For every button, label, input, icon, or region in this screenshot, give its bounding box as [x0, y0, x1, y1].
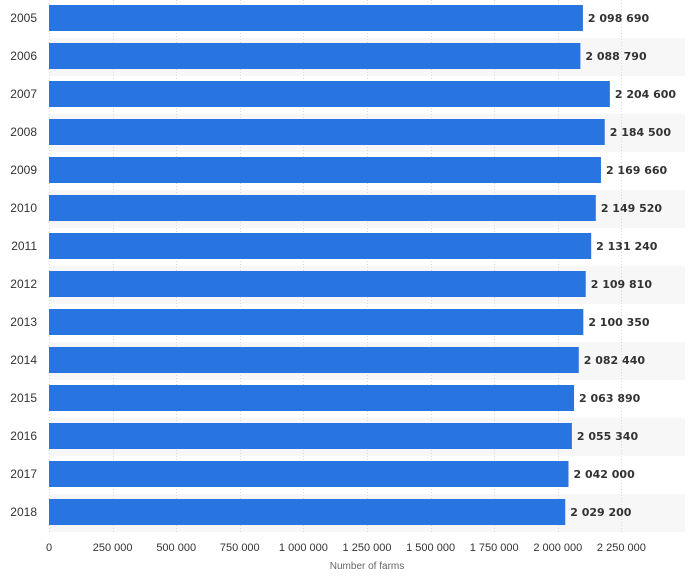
x-tick-label: 1 750 000	[470, 542, 519, 554]
category-label: 2008	[10, 125, 37, 139]
value-labels: 2 098 690 2 088 790 2 204 600 2 184 500 2 16…	[570, 12, 676, 519]
category-label: 2010	[10, 201, 37, 215]
data-label: 2 098 690	[588, 12, 650, 25]
category-label: 2017	[10, 467, 37, 481]
data-label: 2 055 340	[577, 430, 639, 443]
data-label: 2 149 520	[601, 202, 663, 215]
category-label: 2012	[10, 277, 37, 291]
x-tick-label: 1 500 000	[406, 542, 455, 554]
data-label: 2 169 660	[606, 164, 668, 177]
data-label: 2 088 790	[585, 50, 647, 63]
data-label: 2 063 890	[579, 392, 641, 405]
category-label: 2005	[10, 11, 37, 25]
bar[interactable]	[49, 119, 605, 145]
x-axis-tick-labels: 0 250 000 500 000 750 000 1 000 000 1 250 000…	[46, 542, 646, 554]
category-label: 2015	[10, 391, 37, 405]
bar[interactable]	[49, 43, 581, 69]
bar[interactable]	[49, 157, 601, 183]
data-label: 2 184 500	[610, 126, 672, 139]
data-label: 2 082 440	[584, 354, 646, 367]
category-label: 2009	[10, 163, 37, 177]
x-tick-label: 0	[46, 542, 52, 554]
bars-group	[49, 5, 610, 525]
data-label: 2 042 000	[573, 468, 635, 481]
bar[interactable]	[49, 423, 572, 449]
category-label: 2006	[10, 49, 37, 63]
x-tick-label: 750 000	[220, 542, 260, 554]
data-label: 2 204 600	[615, 88, 677, 101]
data-label: 2 100 350	[588, 316, 650, 329]
category-label: 2018	[10, 505, 37, 519]
bar[interactable]	[49, 461, 569, 487]
category-labels: 2005 2006 2007 2008 2009 2010 2011 2012 2013 2014…	[10, 11, 37, 519]
x-tick-label: 500 000	[156, 542, 196, 554]
x-tick-label: 2 000 000	[533, 542, 582, 554]
category-label: 2016	[10, 429, 37, 443]
category-label: 2011	[11, 239, 37, 253]
bar[interactable]	[49, 233, 592, 259]
x-tick-label: 1 250 000	[343, 542, 392, 554]
bar[interactable]	[49, 385, 575, 411]
category-label: 2007	[10, 87, 37, 101]
bar[interactable]	[49, 81, 610, 107]
bar[interactable]	[49, 309, 584, 335]
bar[interactable]	[49, 195, 596, 221]
x-tick-label: 1 000 000	[279, 542, 328, 554]
category-label: 2014	[10, 353, 37, 367]
x-axis-title: Number of farms	[330, 561, 404, 572]
data-label: 2 131 240	[596, 240, 658, 253]
x-tick-label: 250 000	[93, 542, 133, 554]
bar[interactable]	[49, 271, 586, 297]
bar[interactable]	[49, 5, 583, 31]
data-label: 2 109 810	[591, 278, 653, 291]
bar[interactable]	[49, 347, 579, 373]
data-label: 2 029 200	[570, 506, 632, 519]
bar[interactable]	[49, 499, 566, 525]
category-label: 2013	[10, 315, 37, 329]
x-tick-label: 2 250 000	[597, 542, 646, 554]
